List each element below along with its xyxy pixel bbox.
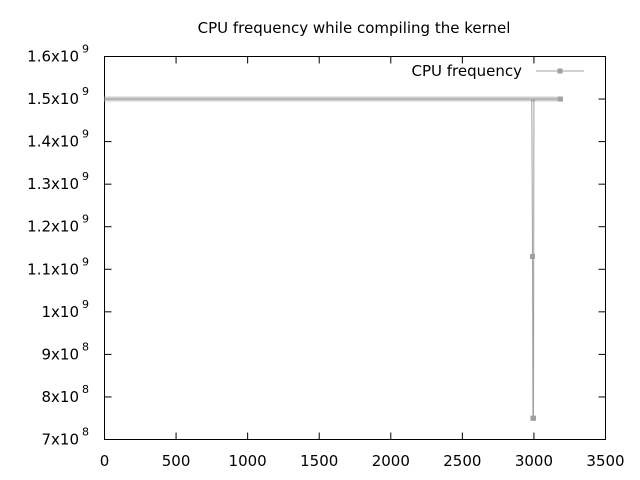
data-point xyxy=(529,254,535,260)
y-tick-label: 1x10 xyxy=(41,303,79,321)
x-axis: 0 500 1000 1500 2000 2500 3000 3500 xyxy=(100,56,625,470)
x-tick-label: 500 xyxy=(162,452,191,470)
y-tick-exponent: 8 xyxy=(82,426,89,439)
y-tick-exponent: 8 xyxy=(82,383,89,396)
y-tick-exponent: 9 xyxy=(82,170,89,183)
y-tick-exponent: 9 xyxy=(82,85,89,98)
y-tick-label: 1.1x10 xyxy=(27,260,79,278)
x-tick-label: 3000 xyxy=(515,452,553,470)
x-tick-label: 0 xyxy=(100,452,110,470)
y-tick-label: 1.3x10 xyxy=(27,175,79,193)
data-point xyxy=(530,415,536,421)
y-tick-label: 1.4x10 xyxy=(27,133,79,151)
y-tick-exponent: 9 xyxy=(82,255,89,268)
y-tick-exponent: 8 xyxy=(82,340,89,353)
x-tick-label: 1500 xyxy=(300,452,338,470)
x-tick-label: 3500 xyxy=(586,452,624,470)
y-tick-label: 9x10 xyxy=(41,345,79,363)
legend-marker xyxy=(557,68,563,74)
plot-frame xyxy=(104,56,606,440)
y-tick-label: 8x10 xyxy=(41,388,79,406)
legend-label: CPU frequency xyxy=(411,62,522,80)
series-line xyxy=(104,98,561,419)
y-tick-exponent: 9 xyxy=(82,213,89,226)
y-tick-label: 1.5x10 xyxy=(27,90,79,108)
y-tick-exponent: 9 xyxy=(82,43,89,56)
x-tick-label: 1000 xyxy=(229,452,267,470)
y-tick-exponent: 9 xyxy=(82,298,89,311)
legend: CPU frequency xyxy=(411,62,584,80)
x-tick-label: 2500 xyxy=(443,452,481,470)
x-tick-label: 2000 xyxy=(372,452,410,470)
y-tick-label: 1.2x10 xyxy=(27,218,79,236)
y-tick-label: 1.6x10 xyxy=(27,48,79,66)
data-point xyxy=(557,96,563,102)
chart-title: CPU frequency while compiling the kernel xyxy=(198,19,511,37)
series-layer xyxy=(104,96,563,421)
y-tick-exponent: 9 xyxy=(82,128,89,141)
y-tick-label: 7x10 xyxy=(41,431,79,449)
